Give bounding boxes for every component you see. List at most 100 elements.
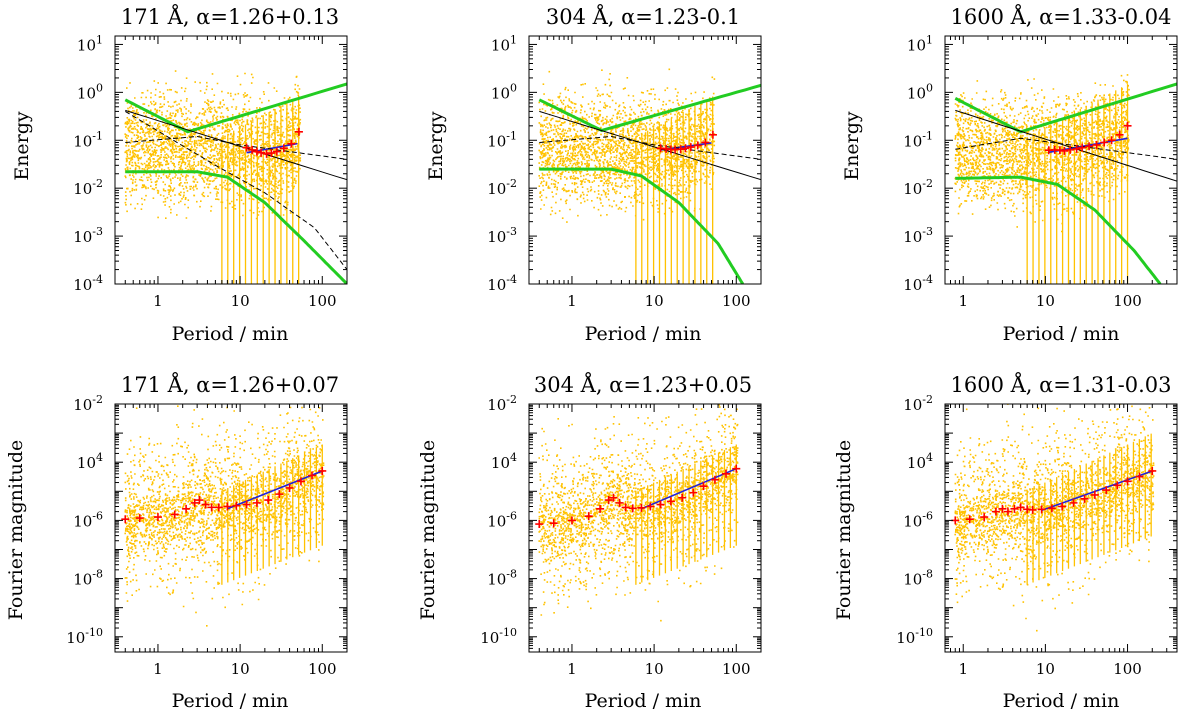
x-tick-label: 1 [153,660,163,678]
x-axis-label: Period / min [585,690,702,712]
median-point [318,466,327,475]
scatter-points [954,74,1130,233]
y-ticks [945,43,1177,285]
median-point [1107,136,1116,145]
median-point [710,475,719,484]
y-tick-label: 101 [77,33,103,54]
y-tick-label: 10-2 [487,393,517,414]
y-axis-label: Energy [425,111,447,181]
panel-bottom-right: 1600 Å, α=1.31-0.03 Period / min Fourier… [833,372,1178,712]
median-point [1060,146,1069,155]
curve-green-lower [539,167,745,284]
median-point [1090,490,1099,499]
curve-dashed-power [955,109,1177,182]
curve-dashed-upper [539,135,761,160]
median-point [621,503,630,512]
median-point [686,143,695,152]
x-tick-label: 100 [308,292,337,310]
curve-green-lower [125,170,347,284]
median-point [1066,145,1075,154]
y-tick-label: 100 [77,81,103,102]
median-point [549,519,558,528]
median-point [285,483,294,492]
median-point [1016,503,1025,512]
median-point [242,500,251,509]
median-point [678,493,687,502]
curve-dashed-power [539,110,761,181]
median-point [264,496,273,505]
median-point [701,138,710,147]
x-tick-label: 10 [645,660,664,678]
median-point [628,504,637,513]
median-markers [121,466,327,524]
median-point [1028,505,1037,514]
median-point [689,488,698,497]
y-tick-label: 100 [491,81,517,102]
x-ticks [528,36,762,284]
median-point [991,507,1000,516]
x-tick-label: 1 [153,292,163,310]
curve-green-upper [124,82,347,134]
y-axis-label: Energy [11,111,33,181]
x-tick-label: 1 [958,660,968,678]
y-tick-label: 10-1 [73,129,103,150]
median-point [609,493,618,502]
x-tick-label: 100 [722,292,751,310]
plot-frame [944,403,1178,653]
median-point [1010,504,1019,513]
x-tick-label: 100 [722,660,751,678]
curve-fit [1041,470,1153,512]
median-point [308,471,317,480]
scatter-cloud [954,74,1130,233]
plot-frame [114,403,348,653]
median-point [1037,505,1046,514]
curve-green-upper [954,82,1177,134]
y-ticks [529,43,761,285]
scatter-cloud [954,404,1155,632]
curve-fit [227,470,323,510]
y-tick-label: 104 [907,451,933,472]
y-tick-label: 10-10 [480,626,517,647]
median-point [214,503,223,512]
plot-area [954,74,1177,284]
median-point [153,513,162,522]
median-point [242,143,251,152]
y-tick-label: 10-1 [903,129,933,150]
plot-area [121,404,327,627]
x-axis-label: Period / min [1003,323,1120,345]
plot-frame [528,35,762,285]
median-point [248,145,257,154]
x-tick-label: 10 [231,292,250,310]
y-tick-label: 10-4 [487,273,517,294]
median-point [722,469,731,478]
curve-dashed-upper [955,137,1177,160]
y-tick-label: 10-6 [73,509,103,530]
x-ticks [528,404,762,652]
curve-dashed-upper [125,135,347,160]
median-point [637,503,646,512]
x-tick-label: 10 [645,292,664,310]
x-axis-label: Period / min [1003,690,1120,712]
x-axis-label: Period / min [172,323,289,345]
median-point [1148,466,1157,475]
y-axis-label: Energy [841,111,863,181]
y-ticks [945,403,1177,653]
median-point [1123,477,1132,486]
median-point [535,520,544,529]
median-point [121,515,130,524]
median-point [567,516,576,525]
median-point [275,490,284,499]
plot-area [535,404,741,622]
median-point [676,145,685,154]
y-ticks [115,403,347,653]
median-point [646,502,655,511]
y-tick-label: 101 [907,33,933,54]
panel-title: 171 Å, α=1.26+0.13 [121,4,339,29]
median-point [252,498,261,507]
scatter-cloud [538,404,739,622]
median-point [1078,143,1087,152]
median-markers [656,130,717,154]
plot-area [538,68,761,284]
scatter-spikes [635,444,737,585]
